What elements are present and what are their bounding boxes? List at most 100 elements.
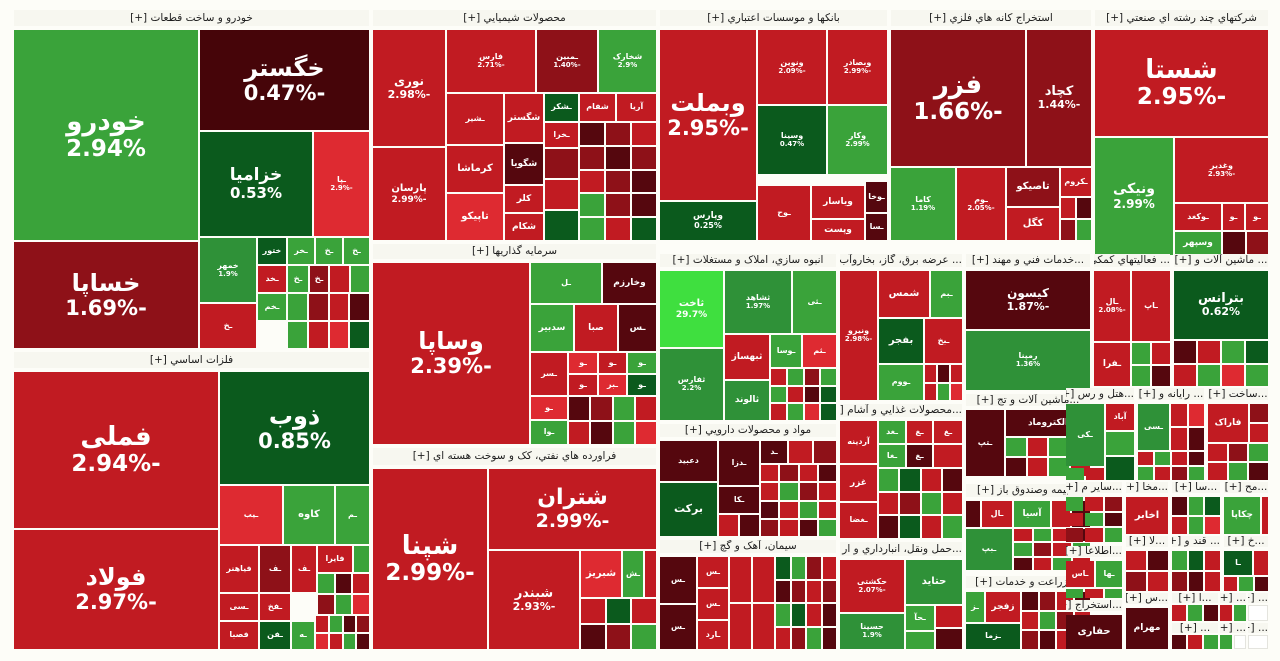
stock-tile-small[interactable] <box>606 599 631 623</box>
stock-tile[interactable]: ـثی <box>793 271 836 333</box>
stock-tile-small[interactable] <box>357 616 369 632</box>
stock-tile-small[interactable] <box>357 633 369 649</box>
stock-tile[interactable]: شمس <box>879 271 929 317</box>
stock-tile-small[interactable] <box>1188 497 1204 515</box>
sector-header-b1[interactable]: ... [+] <box>1172 623 1218 633</box>
stock-tile-small[interactable] <box>1234 635 1246 649</box>
stock-tile-small[interactable] <box>780 501 798 518</box>
stock-tile-small[interactable] <box>921 516 941 538</box>
stock-tile-small[interactable] <box>329 294 349 320</box>
stock-tile-small[interactable] <box>1249 463 1268 480</box>
sector-header-metal-ores[interactable]: استخراج کانه هاي فلزي [+] <box>891 10 1091 26</box>
stock-tile-small[interactable] <box>1172 551 1187 570</box>
stock-tile[interactable]: ـد <box>761 441 787 463</box>
stock-tile[interactable]: آردینه <box>840 421 877 463</box>
stock-tile[interactable]: سدبیر <box>531 305 573 351</box>
stock-tile-small[interactable] <box>771 386 786 403</box>
sector-header-base-metals[interactable]: فلزات اساسي [+] <box>14 352 369 368</box>
stock-tile[interactable]: فیاهنر <box>220 546 258 592</box>
stock-tile-small[interactable] <box>1220 635 1232 649</box>
stock-tile-small[interactable] <box>613 397 634 420</box>
stock-tile-small[interactable] <box>1033 529 1051 542</box>
stock-tile-small[interactable] <box>771 369 786 385</box>
stock-tile-small[interactable] <box>1132 343 1150 364</box>
stock-tile-small[interactable] <box>822 557 836 579</box>
stock-tile-small[interactable] <box>606 218 630 240</box>
stock-tile-small[interactable] <box>879 469 899 491</box>
stock-tile-small[interactable] <box>335 574 352 593</box>
stock-tile[interactable]: ـس <box>698 589 728 619</box>
stock-tile[interactable]: ـخم <box>258 294 286 320</box>
stock-tile[interactable]: بترانس 0.62% <box>1174 271 1268 339</box>
stock-tile-small[interactable] <box>1222 341 1244 363</box>
sector-header-extraction[interactable]: ...استخراج [+] <box>1066 600 1122 611</box>
stock-tile[interactable]: دعبید <box>660 441 717 481</box>
stock-tile[interactable]: فزر -1.66% <box>891 30 1025 166</box>
stock-tile[interactable]: ـبپ <box>966 529 1012 570</box>
stock-tile-small[interactable] <box>807 627 821 649</box>
stock-tile-small[interactable] <box>936 606 962 627</box>
stock-tile[interactable]: آریا <box>617 94 656 121</box>
stock-tile-small[interactable] <box>1132 365 1150 386</box>
stock-tile-small[interactable] <box>761 483 779 500</box>
stock-tile-small[interactable] <box>591 421 612 444</box>
stock-tile-small[interactable] <box>1246 232 1268 255</box>
stock-tile-small[interactable] <box>951 365 962 382</box>
stock-tile[interactable]: ـوا <box>531 421 567 444</box>
stock-tile-small[interactable] <box>1248 605 1268 621</box>
stock-tile-small[interactable] <box>330 266 349 292</box>
stock-tile-small[interactable] <box>1198 341 1220 363</box>
stock-tile[interactable]: ـس <box>660 605 696 649</box>
stock-tile-small[interactable] <box>1027 458 1047 476</box>
stock-tile-small[interactable] <box>1204 635 1218 649</box>
stock-tile-small[interactable] <box>761 465 779 482</box>
stock-tile-small[interactable] <box>1022 611 1038 630</box>
stock-tile-small[interactable] <box>343 616 356 632</box>
stock-tile[interactable]: خزامیا 0.53% <box>200 132 312 236</box>
stock-tile[interactable]: ـخرا <box>545 123 578 147</box>
stock-tile-small[interactable] <box>1061 198 1075 218</box>
sector-header-real-estate[interactable]: انبوه سازي، املاک و مستغلات [+] <box>660 254 836 267</box>
sector-header-sugar[interactable]: ... قند و [+] <box>1172 536 1220 547</box>
stock-tile[interactable]: ـو <box>628 353 656 373</box>
stock-tile-small[interactable] <box>921 492 941 515</box>
stock-tile[interactable]: آباد <box>1106 404 1134 430</box>
stock-tile-small[interactable] <box>1189 467 1204 480</box>
stock-tile-small[interactable] <box>606 625 631 649</box>
sector-header-technical-services[interactable]: ...خدمات فني و مهند [+] <box>966 254 1090 267</box>
sector-header-chemicals[interactable]: محصولات شيميايي [+] <box>373 10 656 26</box>
stock-tile[interactable]: ـوم -2.05% <box>957 168 1005 240</box>
stock-tile[interactable]: وغدیر -2.93% <box>1175 138 1268 202</box>
stock-tile[interactable]: مهرام <box>1126 608 1168 649</box>
stock-tile[interactable]: ـبر <box>599 375 626 395</box>
stock-tile-small[interactable] <box>308 294 328 320</box>
stock-tile[interactable]: ونیکی 2.99% <box>1095 138 1173 255</box>
sector-header-sa[interactable]: ...سا [+] <box>1172 482 1220 493</box>
stock-tile-small[interactable] <box>799 519 817 536</box>
stock-tile-small[interactable] <box>316 616 328 632</box>
stock-tile-small[interactable] <box>1223 232 1245 255</box>
stock-tile[interactable]: ـاپ <box>1132 271 1170 341</box>
stock-tile-small[interactable] <box>1188 428 1204 450</box>
stock-tile[interactable]: ـپا -2.9% <box>314 132 369 236</box>
stock-tile[interactable]: شگستر <box>505 94 543 142</box>
stock-tile-small[interactable] <box>787 386 803 403</box>
stock-tile-small[interactable] <box>606 170 630 193</box>
stock-tile-small[interactable] <box>1250 404 1268 422</box>
stock-tile-small[interactable] <box>1172 572 1187 591</box>
stock-tile-small[interactable] <box>580 218 604 240</box>
stock-tile-small[interactable] <box>632 146 656 169</box>
stock-tile[interactable]: ـکا <box>719 487 759 513</box>
stock-tile[interactable]: بفجر <box>879 319 923 363</box>
stock-tile-small[interactable] <box>730 557 751 602</box>
stock-tile-small[interactable] <box>1249 444 1268 461</box>
stock-tile-small[interactable] <box>1171 428 1187 450</box>
stock-tile[interactable]: ـال <box>982 501 1012 527</box>
stock-tile-small[interactable] <box>1172 635 1186 649</box>
stock-tile[interactable]: شستا -2.95% <box>1095 30 1268 136</box>
sector-header-mah[interactable]: ...مح [+] <box>1224 482 1268 493</box>
sector-header-other-financial[interactable]: ...ساير م [+] <box>1066 482 1122 493</box>
stock-tile-small[interactable] <box>1066 512 1084 527</box>
stock-tile-small[interactable] <box>1104 528 1122 542</box>
stock-tile-small[interactable] <box>1152 343 1170 364</box>
